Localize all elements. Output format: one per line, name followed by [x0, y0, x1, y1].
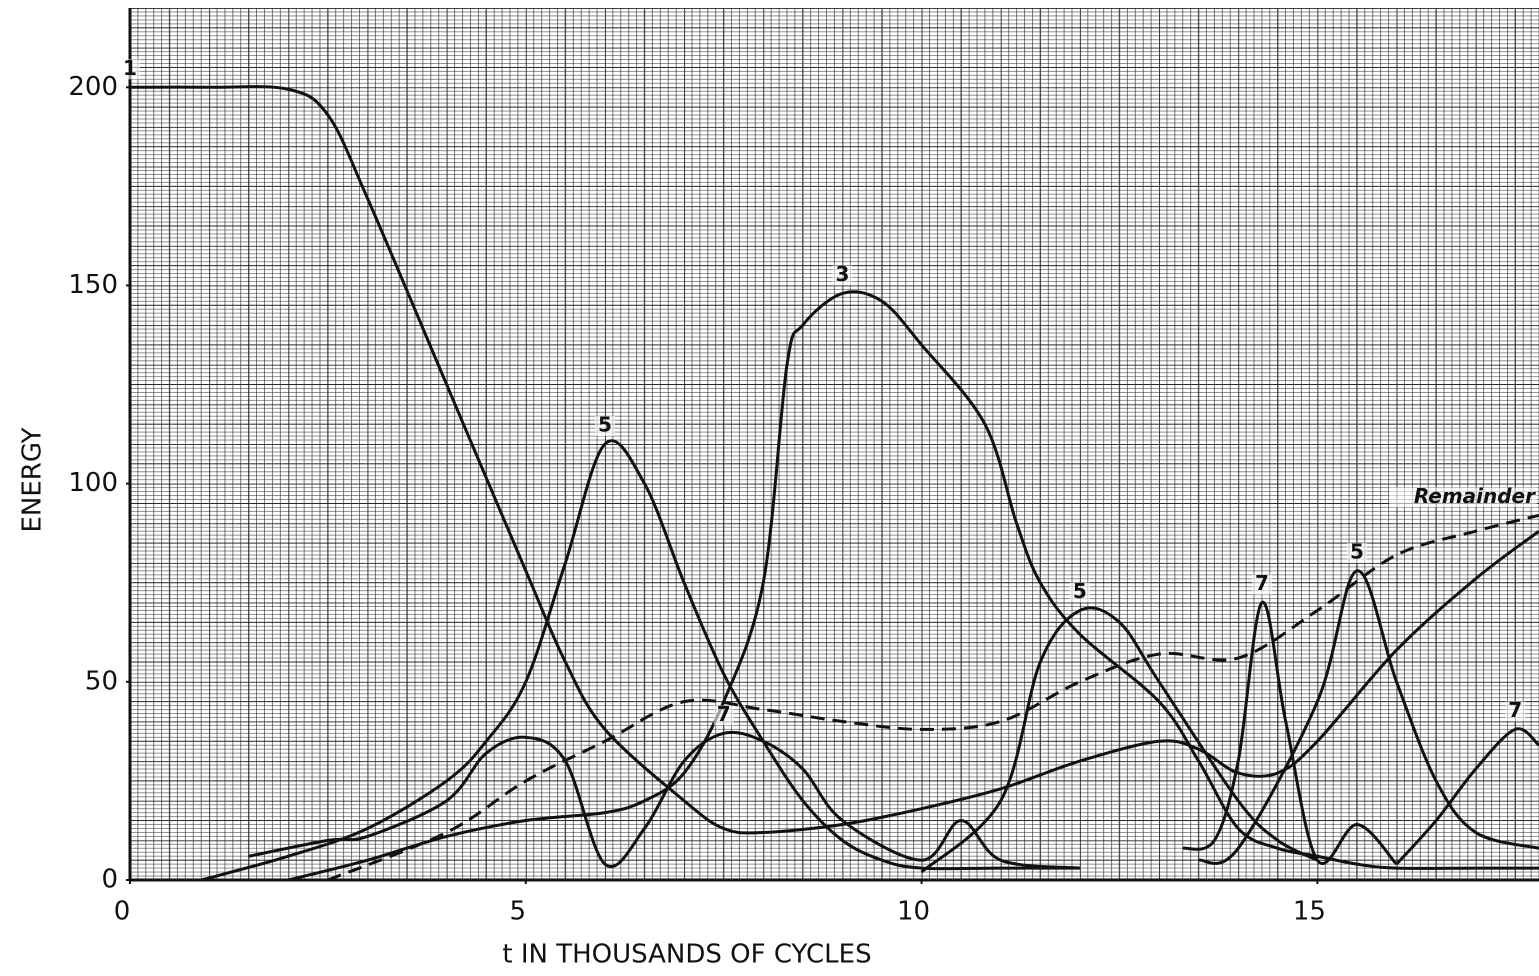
energy-curve	[920, 606, 1319, 874]
curve-label: 5	[1350, 539, 1364, 563]
x-tick-label: 0	[114, 897, 131, 927]
label-bg	[120, 59, 140, 80]
y-tick-label: 0	[101, 865, 118, 895]
label-bg	[1389, 487, 1537, 508]
energy-curve	[248, 730, 1081, 870]
y-tick-label: 150	[68, 270, 118, 300]
x-tick-label: 10	[897, 897, 930, 927]
label-bg	[1346, 542, 1367, 563]
curve-label: 7	[717, 702, 731, 726]
label-bg	[1251, 574, 1272, 595]
x-axis-label: t IN THOUSANDS OF CYCLES	[502, 940, 871, 970]
y-tick-label: 100	[68, 468, 118, 498]
y-axis-label: ENERGY	[18, 427, 48, 532]
y-tick-label: 50	[85, 666, 118, 696]
y-tick-label: 200	[68, 72, 118, 102]
curve-label: 7	[1255, 571, 1269, 595]
graph-paper	[130, 8, 1539, 880]
curve-label: 5	[1073, 579, 1087, 603]
label-bg	[1069, 582, 1090, 603]
curve-label: 1	[123, 56, 137, 80]
curve-label: 5	[598, 413, 612, 437]
label-bg	[1505, 701, 1526, 722]
energy-curve	[1395, 727, 1539, 866]
energy-curve	[200, 439, 1080, 882]
label-bg	[594, 416, 615, 436]
x-tick-label: 5	[510, 897, 527, 927]
curve-label: Remainder	[1414, 484, 1536, 508]
energy-curve	[1182, 601, 1398, 866]
x-tick-label: 15	[1293, 897, 1326, 927]
label-bg	[832, 265, 853, 286]
energy-curve	[327, 513, 1539, 882]
curve-label: 3	[835, 262, 849, 286]
label-bg	[713, 705, 734, 726]
curve-label: 7	[1508, 698, 1522, 722]
energy-curve	[287, 290, 1539, 882]
energy-curve	[1198, 569, 1539, 865]
